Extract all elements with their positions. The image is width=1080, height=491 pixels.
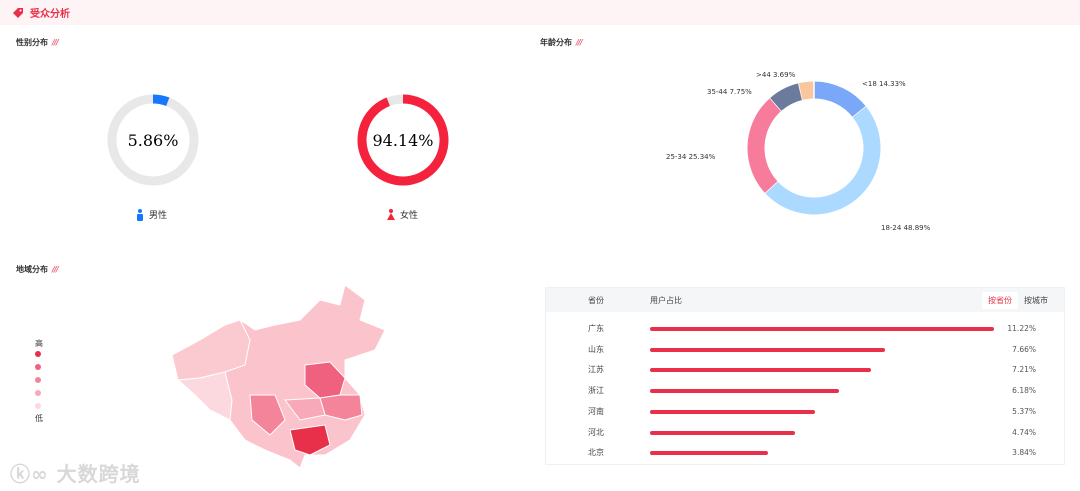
legend-dot xyxy=(35,377,41,383)
age-label-18-24: 18-24 48.89% xyxy=(881,224,931,232)
age-slice xyxy=(798,81,815,100)
tab-by-city[interactable]: 按城市 xyxy=(1024,296,1048,305)
share-value: 6.18% xyxy=(1012,386,1036,396)
share-bar xyxy=(650,368,872,373)
col-share: 用户占比 xyxy=(650,296,682,305)
age-slice xyxy=(747,97,782,193)
table-row: 河北 4.74% xyxy=(546,422,1064,442)
legend-low: 低 xyxy=(35,414,43,423)
share-bar xyxy=(650,451,768,456)
province-name: 广东 xyxy=(588,324,604,333)
table-header: 省份 用户占比 按省份 按城市 xyxy=(546,288,1064,312)
male-donut xyxy=(107,94,199,186)
share-value: 7.21% xyxy=(1012,365,1036,375)
legend-dot xyxy=(35,351,41,357)
table-row: 广东 11.22% xyxy=(546,318,1064,338)
table-row: 北京 3.84% xyxy=(546,442,1064,462)
share-value: 5.37% xyxy=(1012,406,1036,416)
province-name: 北京 xyxy=(588,448,604,458)
female-percent: 94.14% xyxy=(372,131,433,150)
region-title: 地域分布/// xyxy=(16,265,59,274)
province-name: 江苏 xyxy=(588,365,604,375)
province-name: 浙江 xyxy=(588,386,604,396)
section-header: 受众分析 xyxy=(0,0,1080,25)
male-label: 男性 xyxy=(136,208,167,221)
legend-high: 高 xyxy=(35,339,43,348)
age-donut xyxy=(747,81,881,215)
share-bar xyxy=(650,409,815,414)
section-title: 受众分析 xyxy=(30,9,70,20)
male-icon xyxy=(137,208,143,221)
province-name: 山东 xyxy=(588,344,604,354)
province-name: 河南 xyxy=(588,406,604,416)
age-slice xyxy=(770,83,804,111)
age-label-25-34: 25-34 25.34% xyxy=(666,153,716,161)
donut-track xyxy=(107,94,199,186)
legend-dot xyxy=(35,364,41,370)
share-bar xyxy=(650,347,885,352)
share-value: 4.74% xyxy=(1012,427,1036,437)
age-label-gt44: >44 3.69% xyxy=(756,71,796,79)
china-map[interactable] xyxy=(171,284,386,469)
table-row: 浙江 6.18% xyxy=(546,380,1064,400)
table-row: 江苏 7.21% xyxy=(546,359,1064,379)
legend-dot xyxy=(35,390,41,396)
female-donut xyxy=(357,94,449,186)
tab-by-province[interactable]: 按省份 xyxy=(982,292,1018,309)
female-icon xyxy=(387,208,395,220)
watermark-logo: ⓚ∞ 大数跨境 xyxy=(10,462,141,486)
view-toggle: 按省份 按城市 xyxy=(982,292,1054,309)
share-value: 11.22% xyxy=(1007,324,1036,333)
share-bar xyxy=(650,327,994,331)
legend-dot xyxy=(35,403,41,409)
table-row: 河南 5.37% xyxy=(546,401,1064,421)
province-table: 省份 用户占比 按省份 按城市 广东 11.22% 山东 7.66% 江苏 7.21% 浙江… xyxy=(545,287,1065,465)
donut-value xyxy=(357,94,449,186)
share-value: 3.84% xyxy=(1012,448,1036,458)
age-label-35-44: 35-44 7.75% xyxy=(707,88,752,96)
age-slice xyxy=(813,81,867,118)
donut-value xyxy=(152,94,170,107)
tag-icon xyxy=(13,7,23,18)
share-bar xyxy=(650,430,796,435)
male-percent: 5.86% xyxy=(128,131,179,150)
share-bar xyxy=(650,389,840,394)
share-value: 7.66% xyxy=(1012,344,1036,354)
table-row: 山东 7.66% xyxy=(546,339,1064,359)
age-title: 年龄分布/// xyxy=(540,38,583,47)
female-label: 女性 xyxy=(387,208,418,221)
age-slice xyxy=(764,106,881,215)
gender-title: 性别分布/// xyxy=(16,38,59,47)
col-province: 省份 xyxy=(588,296,604,305)
slice-separator xyxy=(769,97,783,112)
age-label-lt18: <18 14.33% xyxy=(862,80,906,88)
province-name: 河北 xyxy=(588,427,604,437)
